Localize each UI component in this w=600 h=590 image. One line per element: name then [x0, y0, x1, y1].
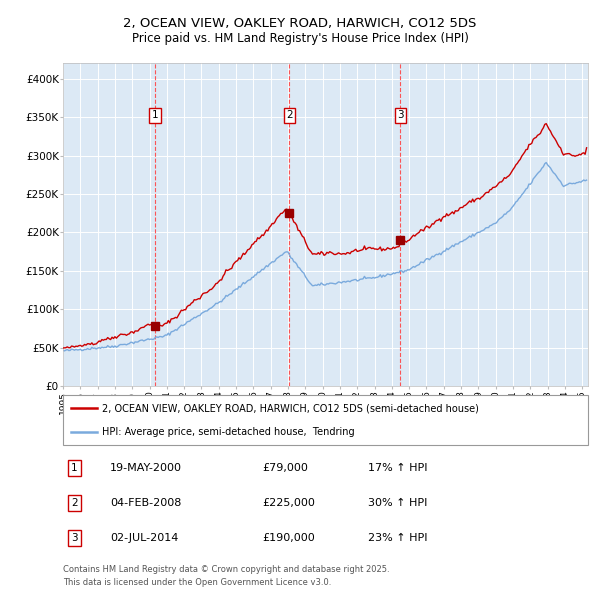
Text: £225,000: £225,000 [263, 498, 316, 508]
Text: 2, OCEAN VIEW, OAKLEY ROAD, HARWICH, CO12 5DS: 2, OCEAN VIEW, OAKLEY ROAD, HARWICH, CO1… [124, 17, 476, 30]
Text: 3: 3 [71, 533, 78, 543]
Text: 17% ↑ HPI: 17% ↑ HPI [367, 463, 427, 473]
Text: 2: 2 [71, 498, 78, 508]
Text: This data is licensed under the Open Government Licence v3.0.: This data is licensed under the Open Gov… [63, 578, 331, 587]
Text: Price paid vs. HM Land Registry's House Price Index (HPI): Price paid vs. HM Land Registry's House … [131, 32, 469, 45]
Text: 30% ↑ HPI: 30% ↑ HPI [367, 498, 427, 508]
Text: 2: 2 [286, 110, 293, 120]
FancyBboxPatch shape [63, 395, 588, 445]
Text: 04-FEB-2008: 04-FEB-2008 [110, 498, 182, 508]
Text: 2, OCEAN VIEW, OAKLEY ROAD, HARWICH, CO12 5DS (semi-detached house): 2, OCEAN VIEW, OAKLEY ROAD, HARWICH, CO1… [103, 404, 479, 414]
Text: 19-MAY-2000: 19-MAY-2000 [110, 463, 182, 473]
Text: Contains HM Land Registry data © Crown copyright and database right 2025.: Contains HM Land Registry data © Crown c… [63, 565, 389, 574]
Text: 23% ↑ HPI: 23% ↑ HPI [367, 533, 427, 543]
Text: 02-JUL-2014: 02-JUL-2014 [110, 533, 179, 543]
Text: 1: 1 [152, 110, 158, 120]
Text: 3: 3 [397, 110, 404, 120]
Text: £190,000: £190,000 [263, 533, 315, 543]
Text: HPI: Average price, semi-detached house,  Tendring: HPI: Average price, semi-detached house,… [103, 427, 355, 437]
Text: 1: 1 [71, 463, 78, 473]
Text: £79,000: £79,000 [263, 463, 308, 473]
